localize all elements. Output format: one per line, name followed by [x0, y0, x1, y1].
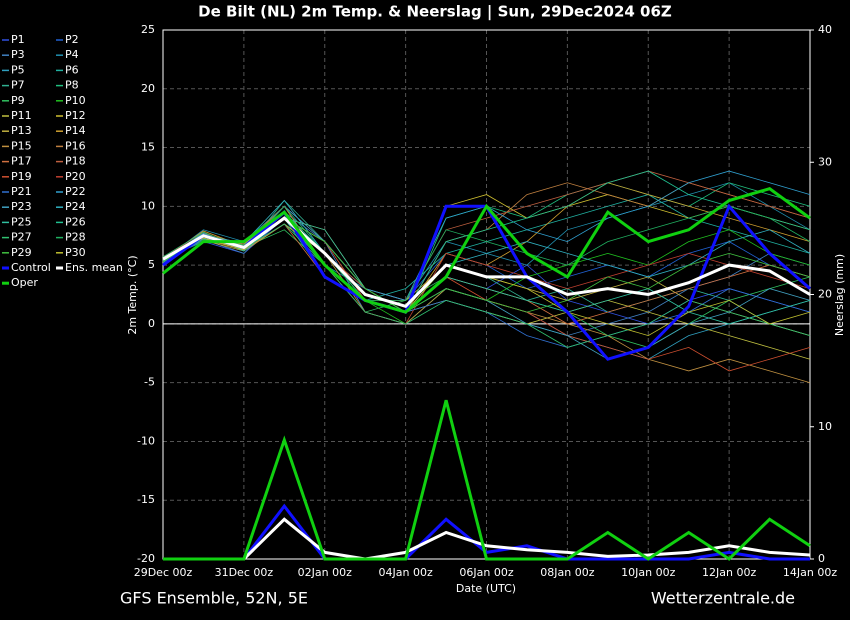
y-tick-label: -5 — [144, 376, 155, 389]
x-tick-label: 10Jan 00z — [621, 566, 675, 579]
y2-tick-label: 10 — [818, 420, 832, 433]
legend-label: P29 — [11, 246, 32, 259]
x-tick-label: 02Jan 00z — [298, 566, 352, 579]
y-tick-label: -15 — [137, 493, 155, 506]
legend-label: P30 — [65, 246, 86, 259]
legend-label: P1 — [11, 33, 25, 46]
legend-label: P5 — [11, 63, 25, 76]
y2-tick-label: 0 — [818, 552, 825, 565]
legend-label: P19 — [11, 170, 32, 183]
legend-label: Control — [11, 261, 51, 274]
x-tick-label: 08Jan 00z — [540, 566, 594, 579]
y2-tick-label: 40 — [818, 23, 832, 36]
y-tick-label: 10 — [141, 199, 155, 212]
y2-axis-label: Neerslag (mm) — [833, 254, 846, 336]
temp-line — [162, 187, 811, 314]
x-tick-label: 04Jan 00z — [379, 566, 433, 579]
legend-label: P13 — [11, 124, 32, 137]
legend-label: P15 — [11, 139, 32, 152]
x-tick-label: 12Jan 00z — [702, 566, 756, 579]
legend-label: P11 — [11, 109, 32, 122]
precip-line — [163, 503, 810, 561]
temp-line — [162, 205, 811, 301]
legend-label: P14 — [65, 124, 86, 137]
legend-label: P25 — [11, 215, 32, 228]
legend-label: P22 — [65, 185, 86, 198]
temp-line — [162, 223, 811, 348]
legend-label: P10 — [65, 94, 86, 107]
legend-label: Oper — [11, 276, 38, 289]
legend-label: P26 — [65, 215, 86, 228]
legend-label: P23 — [11, 200, 32, 213]
y2-tick-label: 20 — [818, 288, 832, 301]
x-axis-label: Date (UTC) — [456, 582, 516, 595]
legend-label: P16 — [65, 139, 86, 152]
legend-label: P27 — [11, 231, 32, 244]
precip-line — [163, 399, 811, 561]
legend-label: P21 — [11, 185, 32, 198]
temp-line — [162, 199, 811, 313]
y-tick-label: 5 — [148, 258, 155, 271]
legend-label: Ens. mean — [65, 261, 123, 274]
y2-tick-label: 30 — [818, 155, 832, 168]
x-tick-label: 29Dec 00z — [134, 566, 193, 579]
source-left: GFS Ensemble, 52N, 5E — [120, 589, 308, 608]
x-tick-label: 06Jan 00z — [459, 566, 513, 579]
legend-label: P4 — [65, 48, 79, 61]
legend-label: P18 — [65, 155, 86, 168]
y-axis-label: 2m Temp. (°C) — [126, 255, 139, 334]
y-tick-label: 0 — [148, 317, 155, 330]
y-tick-label: -20 — [137, 552, 155, 565]
x-tick-label: 31Dec 00z — [215, 566, 274, 579]
precip-line — [163, 517, 811, 561]
legend-label: P6 — [65, 63, 79, 76]
legend-label: P17 — [11, 155, 32, 168]
y-tick-label: 20 — [141, 82, 155, 95]
legend-label: P3 — [11, 48, 25, 61]
y-tick-label: 25 — [141, 23, 155, 36]
legend-label: P9 — [11, 94, 25, 107]
legend-label: P12 — [65, 109, 86, 122]
chart-title: De Bilt (NL) 2m Temp. & Neerslag | Sun, … — [198, 3, 672, 22]
legend-label: P2 — [65, 33, 79, 46]
y-tick-label: 15 — [141, 141, 155, 154]
legend-label: P8 — [65, 79, 79, 92]
legend-label: P28 — [65, 231, 86, 244]
x-tick-label: 14Jan 00z — [783, 566, 837, 579]
y-tick-label: -10 — [137, 434, 155, 447]
legend-label: P24 — [65, 200, 86, 213]
legend-label: P20 — [65, 170, 86, 183]
source-right: Wetterzentrale.de — [651, 589, 795, 608]
legend-label: P7 — [11, 79, 25, 92]
temp-line — [162, 216, 811, 308]
